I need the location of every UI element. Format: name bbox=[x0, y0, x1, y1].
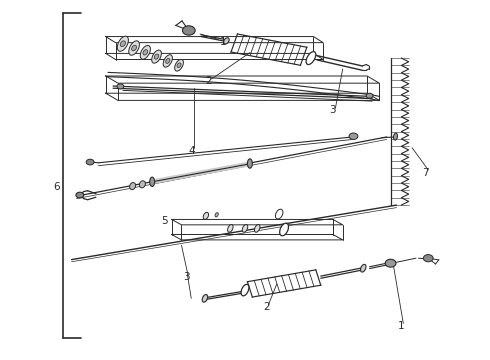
Ellipse shape bbox=[152, 50, 161, 63]
Circle shape bbox=[182, 26, 195, 35]
Text: 1: 1 bbox=[220, 37, 226, 47]
Circle shape bbox=[349, 133, 358, 139]
Ellipse shape bbox=[140, 45, 150, 59]
Ellipse shape bbox=[130, 183, 136, 190]
Ellipse shape bbox=[177, 63, 181, 68]
Text: 6: 6 bbox=[53, 182, 60, 192]
Ellipse shape bbox=[132, 45, 137, 51]
Ellipse shape bbox=[254, 225, 260, 232]
Ellipse shape bbox=[227, 225, 233, 232]
Circle shape bbox=[366, 93, 373, 98]
Ellipse shape bbox=[393, 133, 397, 140]
Ellipse shape bbox=[306, 51, 316, 64]
Ellipse shape bbox=[224, 38, 229, 44]
Ellipse shape bbox=[154, 54, 159, 59]
Ellipse shape bbox=[139, 181, 146, 188]
Ellipse shape bbox=[215, 213, 218, 217]
Text: 7: 7 bbox=[422, 168, 429, 178]
Text: 3: 3 bbox=[330, 105, 336, 115]
Text: 1: 1 bbox=[398, 321, 405, 331]
Circle shape bbox=[86, 159, 94, 165]
Text: 3: 3 bbox=[183, 272, 190, 282]
Text: 4: 4 bbox=[188, 146, 195, 156]
Circle shape bbox=[117, 84, 124, 89]
Text: 5: 5 bbox=[161, 216, 168, 226]
Text: 2: 2 bbox=[205, 76, 212, 86]
Ellipse shape bbox=[203, 212, 209, 219]
Ellipse shape bbox=[242, 225, 248, 232]
Ellipse shape bbox=[120, 41, 125, 47]
Ellipse shape bbox=[280, 223, 289, 236]
Ellipse shape bbox=[150, 177, 155, 186]
Circle shape bbox=[423, 255, 433, 262]
Ellipse shape bbox=[166, 59, 170, 63]
Ellipse shape bbox=[361, 264, 366, 272]
Ellipse shape bbox=[247, 159, 252, 168]
Ellipse shape bbox=[241, 284, 249, 296]
Ellipse shape bbox=[129, 41, 140, 55]
Ellipse shape bbox=[117, 36, 128, 51]
Ellipse shape bbox=[275, 209, 283, 219]
Ellipse shape bbox=[143, 50, 147, 55]
Text: 2: 2 bbox=[264, 302, 270, 312]
Circle shape bbox=[385, 259, 396, 267]
Ellipse shape bbox=[163, 55, 172, 67]
Ellipse shape bbox=[174, 59, 183, 71]
Ellipse shape bbox=[202, 294, 208, 302]
Circle shape bbox=[76, 192, 84, 198]
